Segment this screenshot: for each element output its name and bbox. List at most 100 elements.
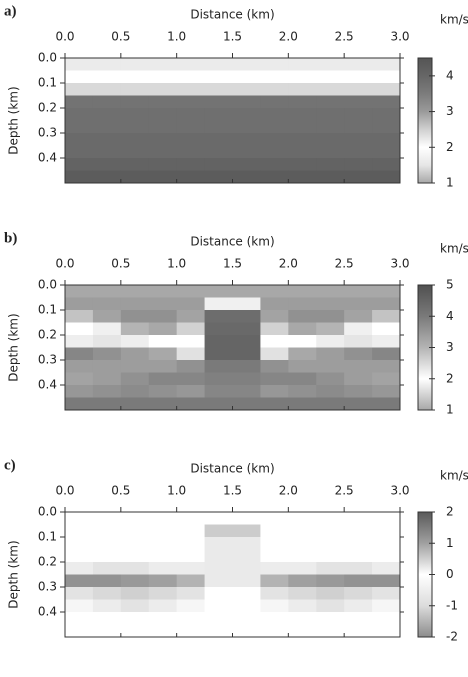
heatmap-cell [316, 537, 345, 550]
heatmap-cell [65, 562, 94, 575]
colorbar-tick-label: -2 [446, 630, 458, 644]
heatmap-cell [344, 549, 373, 563]
heatmap-cell [120, 133, 150, 146]
heatmap-cell [92, 83, 122, 96]
heatmap-cell [120, 599, 150, 613]
heatmap-cell [372, 574, 401, 588]
heatmap-cell [316, 599, 345, 613]
colorbar-label: km/s [440, 469, 468, 483]
heatmap-cell [344, 574, 373, 588]
heatmap-cell [316, 133, 345, 146]
heatmap-cell [260, 322, 289, 336]
heatmap-cell [372, 385, 401, 398]
heatmap-cell [204, 562, 233, 575]
heatmap-cell [316, 562, 345, 575]
heatmap-cell [288, 397, 317, 411]
heatmap-cell [148, 562, 178, 575]
heatmap-cell [232, 574, 261, 588]
heatmap-cell [316, 335, 345, 348]
heatmap-cell [372, 297, 401, 311]
heatmap-cell [176, 397, 206, 411]
heatmap-cell [372, 397, 401, 411]
heatmap-cell [148, 70, 178, 84]
heatmap-cell [232, 322, 261, 336]
heatmap-cell [260, 310, 289, 323]
heatmap-cell [232, 347, 261, 361]
heatmap-cell [148, 170, 178, 184]
heatmap-cell [232, 335, 261, 348]
heatmap-cell [344, 587, 373, 600]
heatmap-cell [316, 624, 345, 638]
x-tick-label: 0.5 [111, 484, 130, 498]
heatmap-cell [65, 158, 94, 171]
heatmap-cell [65, 83, 94, 96]
heatmap-cell [176, 285, 206, 298]
heatmap-cell [372, 549, 401, 563]
y-axis-label: Depth (km) [7, 313, 21, 381]
heatmap-cell [176, 512, 206, 525]
heatmap-cell [344, 158, 373, 171]
colorbar-tick-label: 1 [446, 536, 454, 550]
heatmap-cell [288, 170, 317, 184]
heatmap-cell [120, 322, 150, 336]
heatmap-cell [176, 562, 206, 575]
heatmap-cell [372, 83, 401, 96]
heatmap-cell [232, 158, 261, 171]
heatmap-cell [232, 360, 261, 373]
heatmap-cell [65, 599, 94, 613]
heatmap-cell [204, 120, 233, 134]
heatmap-cell [372, 310, 401, 323]
heatmap-cell [316, 322, 345, 336]
heatmap-cell [260, 537, 289, 550]
heatmap-cell [204, 158, 233, 171]
heatmap-cell [176, 612, 206, 625]
heatmap-cell [176, 133, 206, 146]
heatmap-cell [148, 549, 178, 563]
y-tick-label: 0.1 [38, 530, 57, 544]
heatmap-cell [260, 285, 289, 298]
heatmap-cell [288, 70, 317, 84]
heatmap-cell [65, 537, 94, 550]
heatmap-cell [260, 95, 289, 109]
heatmap-cell [344, 347, 373, 361]
heatmap-cell [120, 310, 150, 323]
x-tick-label: 2.5 [335, 484, 354, 498]
heatmap-cell [288, 322, 317, 336]
heatmap-cell [148, 612, 178, 625]
heatmap-cell [372, 612, 401, 625]
heatmap-cell [204, 108, 233, 121]
heatmap-cell [344, 322, 373, 336]
heatmap-cell [344, 385, 373, 398]
heatmap-cell [344, 599, 373, 613]
heatmap-cell [344, 562, 373, 575]
heatmap-cell [372, 170, 401, 184]
heatmap-cell [148, 624, 178, 638]
heatmap-cell [65, 285, 94, 298]
colorbar [417, 57, 433, 184]
colorbar-tick-label: 2 [446, 371, 454, 385]
heatmap-cell [288, 524, 317, 538]
colorbar-tick-label: -1 [446, 598, 458, 612]
heatmap-cell [176, 524, 206, 538]
heatmap-cell [120, 170, 150, 184]
x-tick-label: 1.5 [223, 257, 242, 271]
heatmap-cell [260, 624, 289, 638]
heatmap-cell [92, 385, 122, 398]
heatmap-cell [232, 549, 261, 563]
heatmap-cell [316, 120, 345, 134]
heatmap-cell [92, 58, 122, 71]
heatmap-cell [65, 297, 94, 311]
heatmap-cell [92, 512, 122, 525]
heatmap-cell [65, 347, 94, 361]
x-tick-label: 0.5 [111, 30, 130, 44]
heatmap-cell [344, 285, 373, 298]
heatmap-cell [260, 158, 289, 171]
heatmap-cell [120, 95, 150, 109]
heatmap-cell [316, 95, 345, 109]
heatmap-cell [232, 120, 261, 134]
heatmap-cell [288, 385, 317, 398]
heatmap-cell [372, 562, 401, 575]
heatmap-cell [148, 397, 178, 411]
heatmap-cell [232, 537, 261, 550]
heatmap-cell [288, 297, 317, 311]
